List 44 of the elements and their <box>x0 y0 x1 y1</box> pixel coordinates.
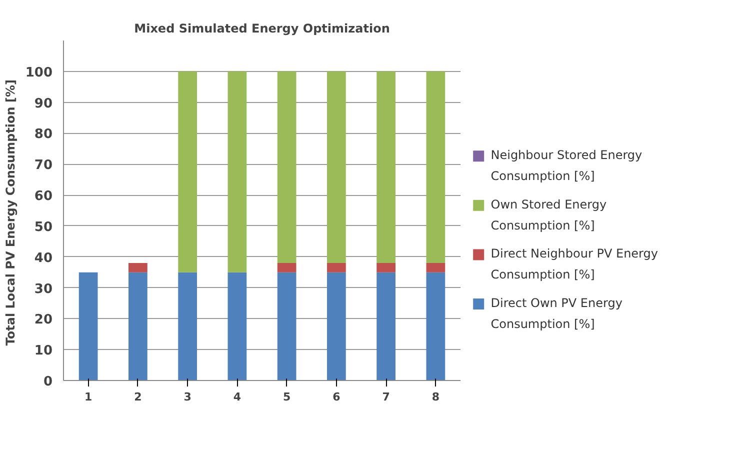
bar <box>376 272 396 380</box>
y-tick-label: 80 <box>34 127 53 142</box>
x-tick-label: 6 <box>332 390 341 404</box>
y-tick-label: 0 <box>43 374 52 390</box>
x-tick-label: 4 <box>233 390 242 404</box>
x-tick-label: 7 <box>382 390 390 404</box>
x-tick-label: 8 <box>432 390 440 404</box>
bar <box>277 71 296 264</box>
bar <box>277 272 296 380</box>
bar <box>228 71 247 272</box>
bar <box>376 263 396 272</box>
y-tick-label: 30 <box>34 282 53 297</box>
y-tick-label: 100 <box>25 65 53 80</box>
bar <box>327 272 346 380</box>
x-tick-label: 5 <box>282 390 291 404</box>
y-tick-label: 10 <box>34 344 53 359</box>
bar <box>376 71 396 264</box>
bar <box>426 263 446 272</box>
bar <box>327 71 346 264</box>
legend-label: Direct Own PV Energy Consumption [%] <box>490 296 622 331</box>
x-tick-label: 3 <box>184 390 192 404</box>
y-tick-label: 40 <box>34 250 53 266</box>
y-axis-title: Total Local PV Energy Consumption [%] <box>3 79 18 346</box>
y-tick-label: 60 <box>34 189 53 204</box>
x-tick-label: 1 <box>84 390 92 404</box>
y-tick-label: 50 <box>34 220 53 235</box>
legend-label: Own Stored Energy Consumption [%] <box>490 197 607 232</box>
bar <box>128 272 148 380</box>
x-tick-label: 2 <box>134 390 142 404</box>
y-tick-label: 20 <box>34 312 53 328</box>
bar <box>228 272 247 380</box>
bar <box>178 272 197 380</box>
bar <box>128 263 148 272</box>
y-tick-label: 70 <box>34 158 53 174</box>
legend-label: Direct Neighbour PV Energy Consumption [%] <box>490 246 658 282</box>
bar <box>277 263 296 272</box>
legend-label: Neighbour Stored Energy Consumption [%] <box>490 148 642 184</box>
chart-title: Mixed Simulated Energy Optimization <box>134 22 390 36</box>
bar <box>178 71 197 272</box>
bar <box>327 263 346 272</box>
y-tick-label: 90 <box>34 96 53 112</box>
bar <box>426 272 446 380</box>
bar <box>426 71 446 264</box>
bar <box>78 272 98 380</box>
